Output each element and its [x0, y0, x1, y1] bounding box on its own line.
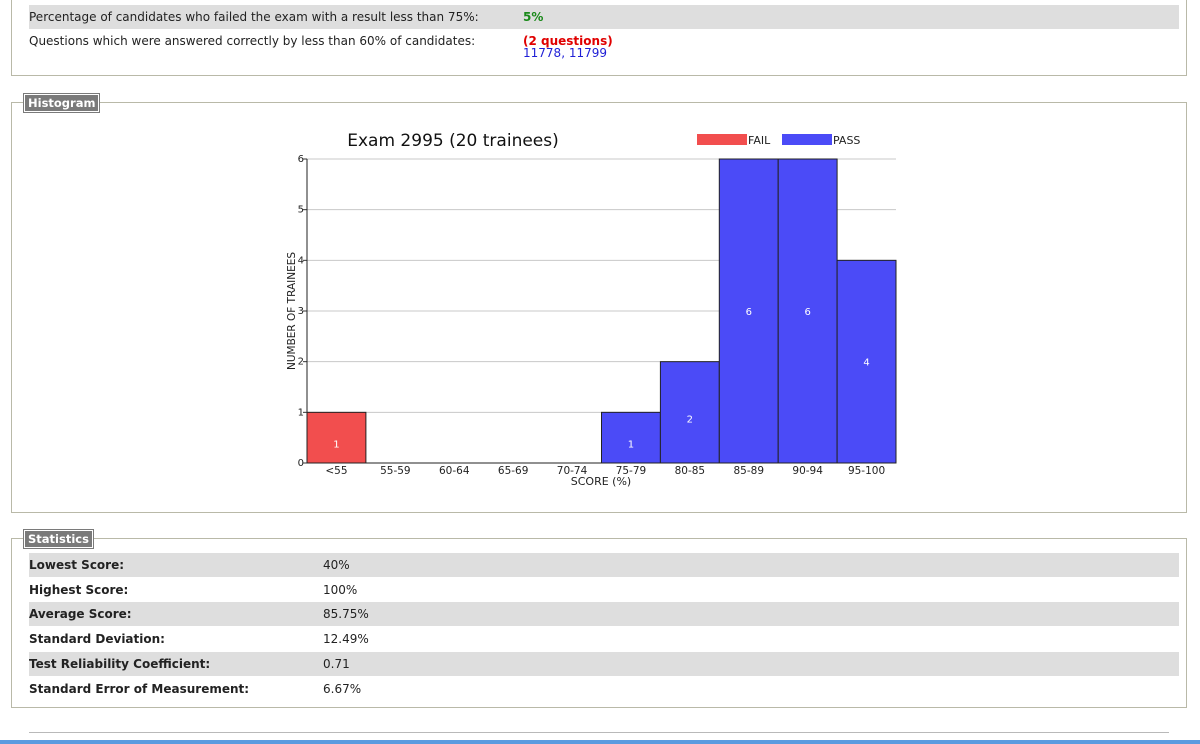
hard-questions-row: Questions which were answered correctly …	[29, 30, 1179, 72]
bar-value-label: 6	[804, 307, 810, 318]
y-tick-label: 1	[298, 407, 304, 418]
y-tick-label: 3	[298, 306, 304, 317]
x-tick-label: <55	[325, 465, 347, 477]
divider	[29, 732, 1169, 733]
bar-value-label: 4	[863, 358, 869, 369]
legend-swatch	[697, 134, 747, 145]
hard-questions-label: Questions which were answered correctly …	[29, 34, 476, 48]
failed-percentage-value: 5%	[523, 10, 544, 24]
bar-value-label: 6	[746, 307, 752, 318]
statistics-value: 40%	[323, 558, 350, 572]
histogram-legend-title: Histogram	[22, 93, 101, 113]
y-tick-label: 5	[298, 205, 304, 216]
y-tick-label: 2	[298, 357, 304, 368]
histogram-bar	[718, 158, 779, 464]
histogram-bar	[601, 411, 661, 464]
statistics-label: Standard Error of Measurement:	[29, 681, 250, 696]
statistics-row: Test Reliability Coefficient: 0.71	[29, 651, 1179, 676]
x-tick-label: 70-74	[557, 465, 588, 477]
y-tick-label: 6	[298, 154, 304, 165]
bar-value-label: 1	[628, 440, 634, 451]
x-tick-label: 95-100	[848, 465, 885, 477]
statistics-row: Standard Deviation: 12.49%	[29, 627, 1179, 651]
statistics-row: Average Score: 85.75%	[29, 602, 1179, 627]
statistics-label: Lowest Score:	[29, 558, 125, 572]
statistics-panel: Statistics Lowest Score: 40% Highest Score…	[11, 529, 1187, 708]
histogram-bar	[659, 361, 720, 464]
statistics-label: Standard Deviation:	[29, 632, 165, 647]
x-tick-label: 60-64	[439, 465, 470, 477]
legend-swatch	[782, 134, 832, 145]
bar-value-label: 2	[687, 414, 693, 425]
x-tick-label: 55-59	[380, 465, 411, 477]
question-link[interactable]: 11778	[523, 46, 562, 60]
statistics-value: 100%	[323, 582, 358, 597]
question-links: 11778, 11799	[523, 46, 608, 60]
x-tick-label: 85-89	[733, 465, 764, 477]
histogram-chart: 0 1 2 3 4 5 6 1 <55 55-59 60-64 65-69 70-74 1 75-79 2 80…	[286, 131, 897, 488]
y-axis-label: NUMBER OF TRAINEES	[286, 252, 298, 370]
histogram-bar	[306, 411, 367, 464]
legend-label: PASS	[833, 134, 860, 147]
x-tick-label: 80-85	[675, 465, 706, 477]
bar-value-label: 1	[333, 440, 339, 451]
statistics-value: 12.49%	[323, 632, 369, 647]
failed-percentage-label: Percentage of candidates who failed the …	[29, 10, 479, 24]
question-link[interactable]: 11799	[568, 46, 608, 60]
x-tick-label: 75-79	[616, 465, 647, 477]
statistics-label: Test Reliability Coefficient:	[29, 656, 211, 671]
chart-title: Exam 2995 (20 trainees)	[347, 131, 559, 151]
y-tick-label: 0	[298, 458, 304, 469]
statistics-value: 6.67%	[323, 681, 362, 696]
x-tick-label: 90-94	[792, 465, 823, 477]
statistics-row: Highest Score: 100%	[29, 578, 1179, 602]
statistics-label: Highest Score:	[29, 582, 129, 597]
statistics-label: Average Score:	[29, 607, 132, 622]
x-tick-label: 65-69	[498, 465, 529, 477]
x-axis-label: SCORE (%)	[571, 475, 631, 488]
hard-questions-count: (2 questions)	[523, 34, 613, 48]
summary-panel: Percentage of candidates who failed the …	[11, 0, 1187, 76]
histogram-bar	[836, 259, 897, 464]
failed-percentage-row: Percentage of candidates who failed the …	[29, 5, 1179, 29]
bottom-bar	[0, 740, 1200, 744]
statistics-value: 85.75%	[323, 607, 369, 622]
statistics-row: Standard Error of Measurement: 6.67%	[29, 677, 1179, 701]
statistics-row: Lowest Score: 40%	[29, 553, 1179, 577]
statistics-value: 0.71	[323, 656, 350, 671]
histogram-panel: Histogram 0 1 2 3 4 5 6 1 <55 55-59 60-64 65-69 70-7…	[11, 93, 1187, 513]
y-tick-label: 4	[298, 255, 304, 266]
statistics-legend-title: Statistics	[23, 529, 94, 549]
legend-label: FAIL	[748, 134, 771, 147]
